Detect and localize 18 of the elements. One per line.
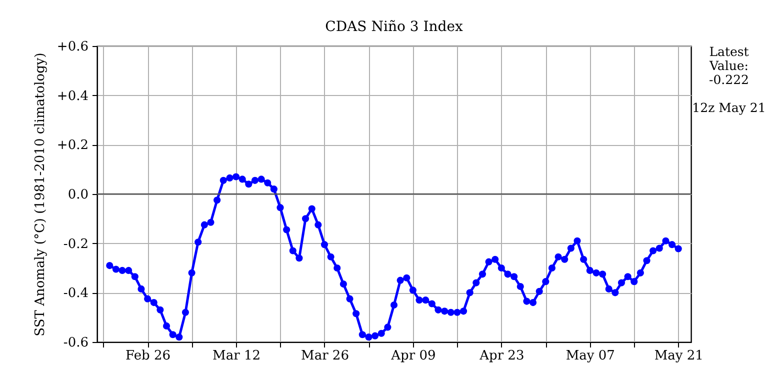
y-tick-label: -0.2: [63, 236, 88, 252]
x-tick-label: Mar 26: [301, 348, 349, 364]
text: 12z May 21: [692, 100, 766, 115]
x-tick-label: Apr 09: [390, 348, 436, 364]
chart-title: CDAS Niño 3 Index: [325, 19, 463, 35]
y-tick-label: +0.2: [56, 138, 88, 154]
y-tick-label: -0.6: [63, 336, 88, 350]
x-tick-label: Apr 23: [478, 348, 524, 364]
y-tick-label: -0.4: [63, 286, 88, 302]
x-tick-label: May 07: [566, 348, 615, 364]
text: Latest Value: -0.222: [708, 44, 750, 87]
y-tick-label: 0.0: [68, 188, 88, 202]
y-tick-label: +0.6: [56, 40, 88, 54]
x-tick-label: Mar 12: [212, 348, 260, 364]
x-tick-label: Feb 26: [126, 348, 171, 364]
y-axis-title: SST Anomaly (°C) (1981-2010 climatology): [32, 52, 48, 336]
y-tick-label: +0.4: [56, 88, 88, 104]
x-tick-label: May 21: [654, 348, 704, 364]
